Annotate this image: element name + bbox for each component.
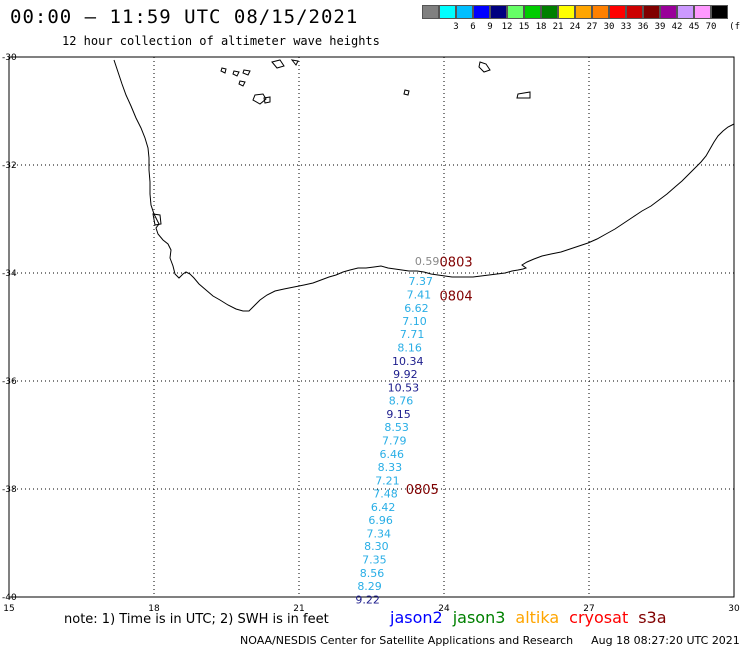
legend-label: 24 [569, 22, 581, 32]
legend-swatch [592, 5, 609, 19]
legend-label: 18 [535, 22, 547, 32]
legend-label: 30 [603, 22, 615, 32]
legend-swatch [694, 5, 711, 19]
satellite-key: jason2 jason3 altika cryosat s3a [390, 608, 677, 627]
legend-label: 21 [552, 22, 564, 32]
wave-height-value: 8.56 [360, 567, 385, 580]
legend-swatch [507, 5, 524, 19]
wave-height-value: 7.71 [400, 328, 425, 341]
generated-timestamp: Aug 18 08:27:20 UTC 2021 [591, 634, 740, 647]
legend-label: 12 [501, 22, 513, 32]
wave-height-value: 0.59 [415, 255, 440, 268]
wave-height-value: 7.21 [375, 474, 400, 487]
legend-label: 36 [637, 22, 649, 32]
footer-note: note: 1) Time is in UTC; 2) SWH is in fe… [64, 612, 329, 627]
wave-height-value: 7.35 [362, 554, 387, 567]
legend-swatch [677, 5, 694, 19]
coastline [113, 59, 735, 312]
lon-tick-label: 30 [728, 604, 740, 614]
legend-label: 70 [705, 22, 717, 32]
wave-height-value: 8.33 [378, 461, 403, 474]
wave-height-value: 7.79 [382, 434, 407, 447]
graticule [9, 57, 734, 597]
legend-swatch [473, 5, 490, 19]
wave-height-value: 7.48 [373, 487, 398, 500]
wave-height-value: 6.46 [380, 448, 405, 461]
lat-tick-label: -38 [2, 485, 17, 495]
lat-tick-label: -34 [2, 269, 17, 279]
legend-swatch [439, 5, 456, 19]
legend-swatch [524, 5, 541, 19]
satellite-name: cryosat [569, 608, 629, 627]
legend-swatch [643, 5, 660, 19]
footer-credit: NOAA/NESDIS Center for Satellite Applica… [240, 634, 740, 647]
pass-time-label: 0803 [440, 256, 473, 271]
wave-height-value: 7.34 [367, 527, 392, 540]
legend-label: 15 [518, 22, 530, 32]
legend-swatch [558, 5, 575, 19]
islands [152, 59, 531, 226]
lon-tick-label: 24 [438, 604, 450, 614]
legend-swatch [609, 5, 626, 19]
legend-label: 45 [688, 22, 700, 32]
pass-time-label: 0804 [440, 290, 473, 305]
wave-height-value: 7.41 [407, 289, 432, 302]
page-subtitle: 12 hour collection of altimeter wave hei… [62, 34, 380, 48]
wave-height-value: 6.96 [368, 514, 393, 527]
legend-label: 33 [620, 22, 632, 32]
satellite-name: jason3 [452, 608, 506, 627]
legend-label: 3 [453, 22, 459, 32]
satellite-name: s3a [638, 608, 667, 627]
lon-tick-label: 18 [148, 604, 160, 614]
wave-height-value: 9.15 [386, 408, 411, 421]
legend-swatch [490, 5, 507, 19]
legend-unit: (ft) [729, 22, 740, 32]
legend-label: 39 [654, 22, 666, 32]
lat-tick-label: -30 [2, 53, 17, 63]
pass-times: 0803 0804 0805 [406, 256, 473, 498]
legend-swatch [711, 5, 728, 19]
legend-swatch [626, 5, 643, 19]
lon-tick-label: 15 [3, 604, 14, 614]
lon-tick-label: 21 [293, 604, 304, 614]
lat-tick-label: -36 [2, 377, 17, 387]
wave-height-value: 6.62 [404, 302, 429, 315]
wave-height-value: 8.16 [397, 342, 422, 355]
wave-height-value: 10.53 [388, 381, 420, 394]
pass-time-label: 0805 [406, 483, 439, 498]
legend-swatch [541, 5, 558, 19]
wave-height-value: 6.42 [371, 501, 396, 514]
map-frame [8, 56, 735, 598]
wave-height-value: 8.30 [364, 540, 389, 553]
credit-text: NOAA/NESDIS Center for Satellite Applica… [240, 634, 574, 647]
lat-tick-label: -32 [2, 161, 17, 171]
wave-height-value: 8.53 [384, 421, 409, 434]
lat-tick-label: -40 [2, 593, 17, 603]
legend-label: 27 [586, 22, 598, 32]
satellite-name: altika [515, 608, 560, 627]
legend-label: 9 [487, 22, 493, 32]
wave-height-value: 8.76 [389, 394, 414, 407]
wave-height-value: 7.37 [409, 275, 434, 288]
page-title: 00:00 — 11:59 UTC 08/15/2021 [10, 6, 359, 28]
legend-swatch [422, 5, 439, 19]
wave-height-value: 9.92 [393, 368, 418, 381]
legend-swatch [575, 5, 592, 19]
legend-label: 42 [671, 22, 683, 32]
wave-height-value: 8.29 [357, 580, 382, 593]
satellite-name: jason2 [390, 608, 443, 627]
legend-label: 6 [470, 22, 476, 32]
legend-swatch [456, 5, 473, 19]
legend-swatch [660, 5, 677, 19]
wave-height-value: 9.22 [355, 594, 380, 607]
wave-height-value: 10.34 [392, 355, 424, 368]
lon-tick-label: 27 [583, 604, 594, 614]
wave-height-value: 7.10 [402, 315, 427, 328]
observations: 0.59 7.377.416.627.107.718.1610.349.9210.… [355, 255, 439, 607]
